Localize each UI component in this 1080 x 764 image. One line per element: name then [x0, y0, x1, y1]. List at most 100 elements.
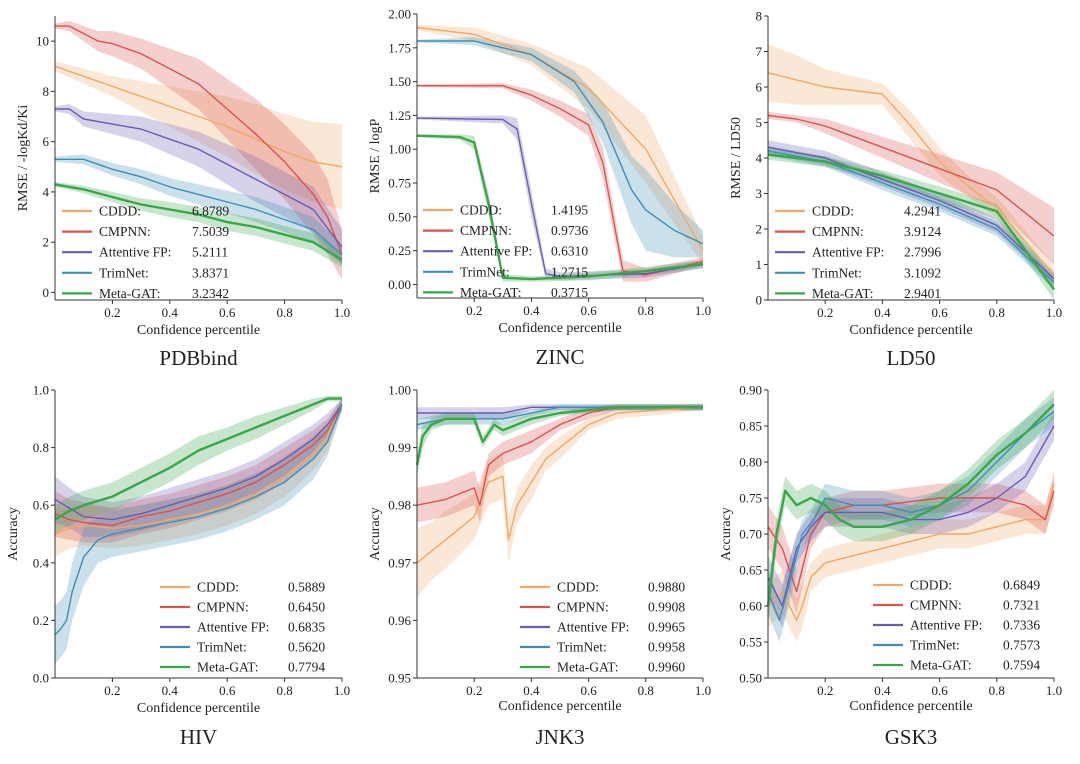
zinc-legend-value: 1.4195 — [551, 203, 588, 218]
pdbbind-y-tick-label: 4 — [43, 184, 50, 199]
zinc-legend-value: 0.3715 — [551, 285, 588, 300]
hiv-line-1 — [54, 404, 343, 527]
pdbbind-x-tick-label: 0.8 — [276, 305, 292, 320]
gsk3-y-tick-label: 0.65 — [739, 563, 762, 578]
gsk3-x-axis-label: Confidence percentile — [849, 699, 972, 714]
hiv-title: HIV — [180, 725, 217, 749]
zinc-legend-value: 1.2715 — [551, 264, 588, 279]
zinc-y-tick-label: 0.50 — [388, 209, 411, 224]
zinc-line-0 — [416, 26, 704, 252]
hiv-x-tick-label: 0.8 — [276, 683, 292, 698]
hiv-legend-label: TrimNet: — [197, 640, 247, 655]
gsk3-legend-value: 0.7321 — [1003, 598, 1040, 613]
zinc-x-axis-label: Confidence percentile — [498, 321, 621, 336]
gsk3-band-1 — [768, 476, 1054, 614]
ld50-line-0 — [767, 72, 1055, 276]
zinc-y-tick-label: 2.00 — [388, 7, 411, 22]
pdbbind-legend-value: 6.8789 — [192, 204, 229, 219]
ld50-legend-label: Attentive FP: — [812, 245, 884, 260]
pdbbind-x-tick-label: 1.0 — [334, 305, 350, 320]
jnk3-x-tick-label: 0.8 — [638, 683, 654, 698]
ld50-band-4 — [768, 149, 1054, 300]
gsk3-title: GSK3 — [885, 725, 938, 749]
gsk3-y-tick-label: 0.80 — [739, 455, 762, 470]
ld50-y-axis-label: RMSE / LD50 — [729, 117, 744, 199]
pdbbind-x-axis-label: Confidence percentile — [137, 323, 260, 338]
jnk3-y-tick-label: 0.99 — [388, 440, 411, 455]
zinc-y-tick-label: 1.75 — [388, 40, 411, 55]
zinc-y-tick-label: 1.50 — [388, 74, 411, 89]
ld50-x-tick-label: 0.4 — [874, 305, 891, 320]
ld50-band-1 — [768, 111, 1054, 265]
zinc-y-tick-label: 1.25 — [388, 108, 411, 123]
pdbbind-y-tick-label: 8 — [43, 84, 50, 99]
pdbbind-legend-label: CDDD: — [99, 204, 141, 219]
pdbbind-legend-value: 7.5039 — [192, 224, 229, 239]
zinc-title: ZINC — [536, 345, 585, 369]
zinc-y-tick-label: 0.75 — [388, 176, 411, 191]
jnk3-legend-label: TrimNet: — [557, 640, 607, 655]
ld50-y-tick-label: 6 — [756, 80, 763, 95]
gsk3-legend-label: Attentive FP: — [910, 618, 982, 633]
pdbbind-legend-value: 5.2111 — [192, 245, 228, 260]
hiv-band-1 — [55, 398, 342, 543]
zinc-line-2 — [416, 117, 704, 278]
jnk3-line-4 — [415, 406, 703, 466]
jnk3-legend-value: 0.9960 — [648, 660, 685, 675]
pdbbind-x-tick-label: 0.6 — [219, 305, 236, 320]
pdbbind-y-tick-label: 2 — [43, 235, 50, 250]
pdbbind-title: PDBbind — [159, 346, 238, 370]
hiv-line-3 — [54, 404, 343, 636]
zinc-legend-label: Attentive FP: — [460, 244, 532, 259]
zinc-line-3 — [417, 40, 704, 245]
jnk3-x-axis-label: Confidence percentile — [498, 699, 621, 714]
jnk3-legend-value: 0.9908 — [648, 600, 685, 615]
hiv-x-tick-label: 0.6 — [219, 683, 236, 698]
gsk3-y-tick-label: 0.75 — [739, 491, 762, 506]
pdbbind-band-4 — [55, 181, 342, 268]
pdbbind-line-4 — [54, 183, 343, 261]
gsk3-y-tick-label: 0.60 — [739, 599, 762, 614]
gsk3-line-1 — [767, 490, 1055, 593]
zinc-legend-label: TrimNet: — [460, 264, 510, 279]
gsk3-y-axis-label: Accuracy — [719, 507, 734, 561]
pdbbind-line-0 — [54, 65, 343, 168]
jnk3-band-1 — [417, 404, 703, 523]
pdbbind-legend-value: 3.2342 — [192, 286, 229, 301]
ld50-legend-label: TrimNet: — [812, 265, 862, 280]
hiv-x-tick-label: 0.2 — [104, 683, 120, 698]
jnk3-x-tick-label: 1.0 — [695, 683, 711, 698]
ld50-band-3 — [768, 145, 1054, 290]
gsk3-legend-value: 0.7594 — [1003, 658, 1040, 673]
gsk3-x-tick-label: 0.2 — [817, 683, 833, 698]
zinc-legend-label: Meta-GAT: — [460, 285, 522, 300]
zinc-y-axis-label: RMSE / logP — [368, 118, 383, 193]
zinc-legend-label: CDDD: — [460, 203, 502, 218]
hiv-legend-label: CMPNN: — [197, 600, 249, 615]
pdbbind-x-tick-label: 0.2 — [104, 305, 120, 320]
gsk3-line-4 — [766, 403, 1055, 607]
gsk3-legend-value: 0.7336 — [1003, 618, 1040, 633]
gsk3-line-3 — [767, 411, 1055, 622]
jnk3-legend-value: 0.9880 — [648, 580, 685, 595]
gsk3-y-tick-label: 0.85 — [739, 419, 762, 434]
jnk3-line-1 — [416, 406, 703, 506]
zinc-y-tick-label: 0.25 — [388, 243, 411, 258]
zinc-line-4 — [416, 134, 704, 281]
hiv-x-axis-label: Confidence percentile — [137, 701, 260, 716]
pdbbind-y-tick-label: 10 — [36, 34, 49, 49]
ld50-legend-value: 3.9124 — [904, 224, 941, 239]
ld50-legend-value: 3.1092 — [904, 265, 941, 280]
hiv-y-tick-label: 1.0 — [33, 383, 49, 398]
gsk3-legend-label: Meta-GAT: — [910, 658, 972, 673]
zinc-x-tick-label: 0.2 — [466, 303, 482, 318]
ld50-y-tick-label: 3 — [756, 186, 763, 201]
ld50-y-tick-label: 8 — [756, 9, 763, 24]
hiv-y-tick-label: 0.2 — [33, 613, 49, 628]
pdbbind-legend-label: TrimNet: — [99, 265, 149, 280]
zinc-x-tick-label: 1.0 — [695, 303, 711, 318]
ld50-band-2 — [768, 140, 1054, 286]
jnk3-y-tick-label: 0.98 — [388, 498, 411, 513]
hiv-y-tick-label: 0.0 — [33, 671, 49, 686]
